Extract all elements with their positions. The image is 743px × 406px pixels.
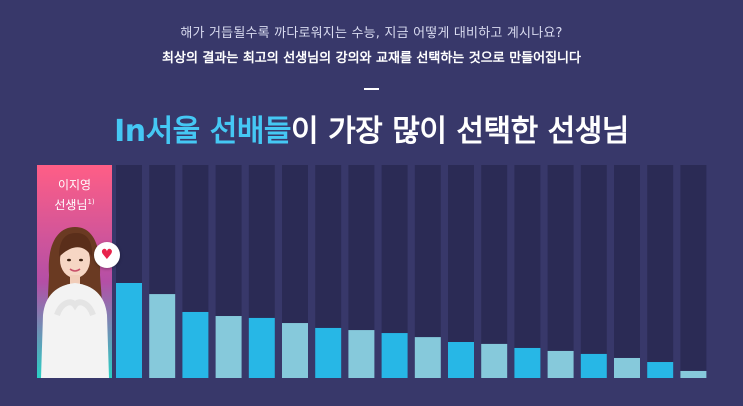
column-track-16 [614, 165, 640, 378]
bar-7 [315, 327, 342, 378]
bar-1 [116, 283, 142, 378]
bar-9 [381, 333, 408, 378]
column-track-13 [514, 165, 541, 378]
column-track-18 [680, 165, 707, 378]
bar-15 [580, 353, 607, 378]
bar-5 [248, 317, 275, 378]
header-divider [364, 88, 379, 90]
bar-3 [182, 311, 209, 378]
teacher-name-line2: 선생님 [54, 198, 88, 212]
teacher-name-line1: 이지영 [57, 178, 92, 192]
bar-2 [149, 294, 176, 378]
headline-accent: In서울 선배들 [114, 114, 292, 149]
teacher-name: 이지영 선생님1) [37, 177, 112, 214]
header-subtitle-statement: 최상의 결과는 최고의 선생님의 강의와 교재를 선택하는 것으로 만들어집니다 [162, 51, 581, 66]
bar-13 [514, 347, 541, 378]
bar-11 [448, 342, 474, 378]
bar-16 [614, 357, 640, 378]
headline: In서울 선배들이 가장 많이 선택한 선생님 [0, 106, 743, 150]
bar-17 [647, 362, 674, 378]
header-subtitle-question: 해가 거듭될수록 까다로워지는 수능, 지금 어떻게 대비하고 계시나요? [180, 26, 563, 41]
bar-6 [282, 323, 308, 378]
bar-8 [348, 330, 375, 378]
bar-top-teacher: 이지영 선생님1) [37, 165, 112, 378]
heart-icon: ♥ [94, 242, 120, 268]
column-track-12 [481, 165, 508, 378]
bar-10 [414, 337, 441, 378]
column-track-17 [647, 165, 674, 378]
teacher-avatar [41, 227, 109, 378]
bar-18 [680, 370, 707, 378]
bar-4 [215, 316, 242, 378]
bar-12 [481, 343, 508, 378]
column-track-14 [547, 165, 574, 378]
bar-14 [547, 350, 574, 378]
column-track-15 [580, 165, 607, 378]
teacher-footnote: 1) [87, 198, 95, 206]
headline-rest: 이 가장 많이 선택한 선생님 [291, 114, 629, 149]
